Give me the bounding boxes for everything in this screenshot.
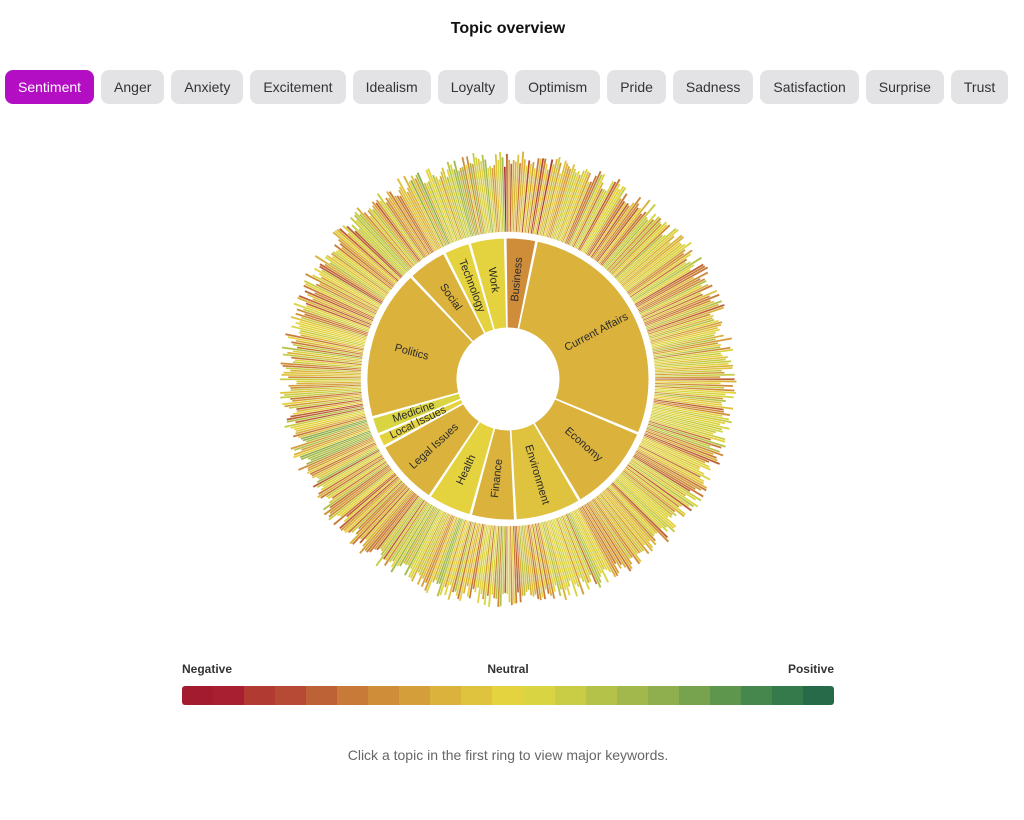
topic-label: Finance — [489, 458, 505, 498]
legend-swatch — [647, 686, 679, 705]
topic-segment-local-issues[interactable] — [378, 398, 464, 447]
topic-segment-environment[interactable] — [510, 422, 580, 521]
legend-swatch — [554, 686, 586, 705]
topic-segment-social[interactable] — [411, 252, 486, 343]
legend-swatch — [461, 686, 493, 705]
topic-segment-economy[interactable] — [533, 398, 639, 501]
legend-swatch — [740, 686, 772, 705]
legend-swatch — [399, 686, 431, 705]
hint-text: Click a topic in the first ring to view … — [347, 747, 669, 763]
topic-segment-politics[interactable] — [366, 276, 474, 418]
topic-segment-current-affairs[interactable] — [518, 240, 650, 434]
legend-negative-label: Negative — [182, 662, 233, 676]
topic-segment-finance[interactable] — [470, 427, 516, 521]
keyword-segment[interactable] — [501, 156, 506, 233]
tab-anxiety[interactable]: Anxiety — [171, 70, 244, 104]
legend-swatch — [182, 686, 214, 705]
topic-segment-technology[interactable] — [444, 242, 495, 335]
legend-swatch — [616, 686, 648, 705]
metric-tabs: Sentiment Anger Anxiety Excitement Idealism L… — [5, 70, 1009, 104]
legend-swatch — [678, 686, 710, 705]
tab-loyalty[interactable]: Loyalty — [437, 70, 509, 104]
topic-label: Business — [509, 256, 525, 302]
legend-swatch — [368, 686, 400, 705]
tab-idealism[interactable]: Idealism — [352, 70, 431, 104]
tab-anger[interactable]: Anger — [101, 70, 165, 104]
legend-swatch — [244, 686, 276, 705]
tab-optimism[interactable]: Optimism — [515, 70, 601, 104]
legend-swatch — [709, 686, 741, 705]
page-title: Topic overview — [450, 20, 566, 37]
legend-swatch — [802, 686, 834, 705]
topic-segment-medicine[interactable] — [371, 392, 462, 435]
tab-satisfaction[interactable]: Satisfaction — [760, 70, 859, 104]
legend-swatch — [275, 686, 307, 705]
legend-swatch — [430, 686, 462, 705]
legend-swatch — [492, 686, 524, 705]
tab-surprise[interactable]: Surprise — [865, 70, 944, 104]
legend-positive-label: Positive — [787, 662, 834, 676]
legend-swatch — [213, 686, 245, 705]
legend-color-scale — [182, 686, 834, 705]
legend-swatch — [523, 686, 555, 705]
sentiment-legend: Negative Neutral Positive — [182, 662, 834, 705]
legend-swatch — [306, 686, 338, 705]
legend-swatch — [585, 686, 617, 705]
tab-trust[interactable]: Trust — [950, 70, 1009, 104]
topic-segment-legal-issues[interactable] — [384, 403, 481, 497]
tab-excitement[interactable]: Excitement — [250, 70, 346, 104]
tab-pride[interactable]: Pride — [607, 70, 666, 104]
topic-segment-work[interactable] — [469, 237, 508, 331]
legend-neutral-label: Neutral — [487, 662, 529, 676]
topic-label: Work — [486, 267, 502, 294]
legend-swatch — [337, 686, 369, 705]
legend-swatch — [771, 686, 803, 705]
topic-segment-health[interactable] — [429, 420, 495, 516]
tab-sentiment[interactable]: Sentiment — [5, 70, 95, 104]
tab-sadness[interactable]: Sadness — [672, 70, 754, 104]
topic-segment-business[interactable] — [505, 237, 537, 330]
